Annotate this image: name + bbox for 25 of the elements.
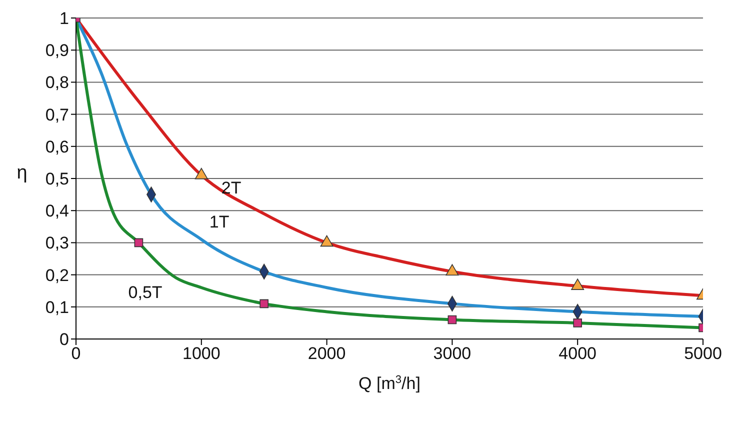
series-label: 2T <box>221 178 242 198</box>
x-axis-title: Q [m$^{3}$/h] <box>358 374 420 393</box>
point <box>260 299 268 308</box>
x-tick-label: 1000 <box>182 344 220 364</box>
y-tick-label: 1 <box>60 9 69 28</box>
y-tick-label: 0,1 <box>45 298 69 317</box>
y-axis-title: η <box>16 162 28 184</box>
x-tick-label: 2000 <box>308 344 346 364</box>
y-tick-label: 0,7 <box>45 105 69 124</box>
y-tick-label: 0 <box>60 330 69 350</box>
point <box>573 318 582 328</box>
point <box>134 238 144 248</box>
y-tick-label: 0,2 <box>45 266 69 285</box>
y-tick-label: 0,5 <box>45 170 69 189</box>
y-tick-label: 0,3 <box>45 234 69 253</box>
x-tick-label: 5000 <box>684 344 722 364</box>
y-tick-label: 0,4 <box>45 202 69 221</box>
x-tick-label: 4000 <box>558 344 597 364</box>
y-tick-label: 0,6 <box>45 137 69 156</box>
y-tick-label: 0,8 <box>45 73 69 92</box>
y-tick-label: 0,9 <box>45 41 69 60</box>
series-label: 1T <box>209 212 230 232</box>
point <box>448 315 457 324</box>
x-tick-label: 3000 <box>433 344 472 364</box>
series-label: 0,5T <box>128 283 162 302</box>
